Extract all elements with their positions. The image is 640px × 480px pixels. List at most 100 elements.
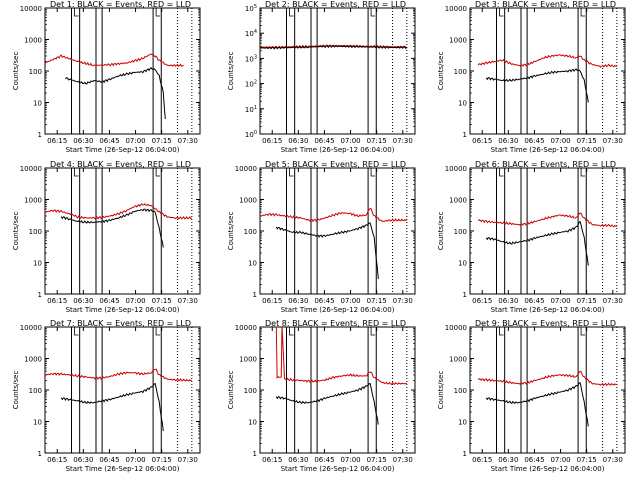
x-tick-label: 06:45 — [524, 137, 544, 145]
x-tick-label: 07:15 — [577, 456, 597, 464]
x-tick-label: 06:45 — [524, 297, 544, 305]
x-tick-label: 06:30 — [73, 456, 93, 464]
x-tick-label: 07:30 — [393, 297, 413, 305]
x-axis-label: Start Time (26-Sep-12 06:04:00) — [66, 146, 180, 154]
interval-bracket — [499, 327, 504, 336]
plot-frame — [469, 326, 626, 454]
chart-title: Det 6: BLACK = Events, RED = LLD — [475, 160, 616, 169]
y-tick-label: 10 — [248, 260, 257, 268]
x-tick-label: 07:30 — [393, 137, 413, 145]
plot-frame — [44, 326, 201, 454]
y-tick-label: 100 — [245, 130, 257, 139]
y-tick-label: 100 — [29, 228, 42, 236]
x-tick-label: 06:30 — [288, 137, 308, 145]
y-tick-label: 1000 — [449, 197, 467, 205]
x-tick-label: 07:00 — [550, 297, 570, 305]
chart-title: Det 3: BLACK = Events, RED = LLD — [475, 0, 616, 9]
plot-frame — [469, 7, 626, 135]
y-tick-label: 10 — [458, 100, 467, 108]
x-tick-label: 07:15 — [577, 297, 597, 305]
x-tick-label: 06:45 — [99, 456, 119, 464]
y-axis-label: Counts/sec — [227, 371, 235, 410]
events-series-line — [485, 220, 589, 266]
x-tick-label: 07:00 — [340, 297, 360, 305]
x-tick-label: 06:45 — [524, 456, 544, 464]
chart-panel-7: Det 7: BLACK = Events, RED = LLD 1 10 100 10… — [12, 319, 201, 473]
x-tick-label: 07:00 — [550, 137, 570, 145]
x-tick-label: 07:30 — [178, 137, 198, 145]
y-tick-label: 100 — [454, 68, 467, 76]
chart-panel-9: Det 9: BLACK = Events, RED = LLD 1 10 100 10… — [437, 319, 626, 473]
x-tick-label: 06:15 — [472, 297, 492, 305]
y-axis-label: Counts/sec — [437, 371, 445, 410]
interval-bracket — [155, 8, 161, 17]
y-tick-label: 1 — [463, 131, 467, 139]
y-tick-label: 1 — [463, 291, 467, 299]
x-axis-label: Start Time (26-Sep-12 06:04:00) — [491, 306, 605, 314]
events-series-line — [60, 208, 164, 248]
x-tick-label: 06:45 — [314, 297, 334, 305]
x-tick-label: 07:30 — [603, 456, 623, 464]
y-tick-label: 10000 — [235, 165, 257, 173]
x-tick-label: 06:15 — [47, 456, 67, 464]
x-tick-label: 06:30 — [498, 456, 518, 464]
y-tick-label: 10000 — [20, 5, 42, 13]
events-series-line — [485, 382, 589, 427]
y-tick-label: 10 — [33, 100, 42, 108]
events-series-line — [65, 66, 166, 120]
y-tick-label: 10 — [248, 419, 257, 427]
y-axis-label: Counts/sec — [12, 371, 20, 410]
events-series-line — [275, 383, 379, 425]
interval-bracket — [370, 327, 376, 336]
y-tick-label: 1 — [38, 450, 42, 458]
y-tick-label: 10 — [458, 419, 467, 427]
interval-bracket — [289, 8, 294, 17]
y-tick-label: 1000 — [24, 37, 42, 45]
x-tick-label: 07:15 — [152, 137, 172, 145]
y-tick-label: 10 — [458, 260, 467, 268]
x-tick-label: 06:45 — [99, 297, 119, 305]
interval-bracket — [289, 168, 294, 177]
chart-title: Det 1: BLACK = Events, RED = LLD — [50, 0, 191, 9]
y-tick-label: 1 — [38, 291, 42, 299]
y-tick-label: 105 — [245, 4, 257, 13]
x-axis-label: Start Time (26-Sep-12 06:04:00) — [281, 465, 395, 473]
interval-bracket — [155, 168, 161, 177]
y-axis-label: Counts/sec — [12, 212, 20, 251]
chart-panel-1: Det 1: BLACK = Events, RED = LLD 1 10 100 10… — [12, 0, 201, 154]
y-tick-label: 100 — [244, 228, 257, 236]
y-tick-label: 1000 — [239, 197, 257, 205]
x-tick-label: 06:30 — [73, 137, 93, 145]
x-axis-label: Start Time (26-Sep-12 06:04:00) — [66, 306, 180, 314]
y-tick-label: 1 — [253, 291, 257, 299]
chart-panel-5: Det 5: BLACK = Events, RED = LLD 1 10 100 10… — [227, 160, 416, 314]
y-tick-label: 1000 — [24, 356, 42, 364]
interval-bracket — [155, 327, 161, 336]
y-tick-label: 10000 — [445, 324, 467, 332]
y-tick-label: 103 — [245, 54, 257, 63]
interval-bracket — [580, 327, 586, 336]
interval-bracket — [370, 168, 376, 177]
lld-series-line — [477, 54, 617, 68]
x-tick-label: 06:45 — [314, 456, 334, 464]
interval-bracket — [499, 168, 504, 177]
x-tick-label: 07:15 — [152, 456, 172, 464]
x-axis-label: Start Time (26-Sep-12 06:04:00) — [281, 306, 395, 314]
x-tick-label: 07:30 — [603, 297, 623, 305]
y-tick-label: 10000 — [235, 324, 257, 332]
y-axis-label: Counts/sec — [437, 212, 445, 251]
x-tick-label: 06:30 — [498, 297, 518, 305]
interval-bracket — [580, 8, 586, 17]
x-tick-label: 06:15 — [472, 137, 492, 145]
y-tick-label: 1000 — [239, 356, 257, 364]
x-tick-label: 06:15 — [262, 137, 282, 145]
chart-panel-4: Det 4: BLACK = Events, RED = LLD 1 10 100 10… — [12, 160, 201, 314]
y-tick-label: 1000 — [449, 356, 467, 364]
events-series-line — [485, 68, 589, 103]
y-tick-label: 100 — [454, 387, 467, 395]
lld-series-line — [44, 368, 192, 382]
interval-bracket — [74, 168, 79, 177]
plot-frame — [44, 7, 201, 135]
y-tick-label: 10000 — [20, 165, 42, 173]
y-tick-label: 1000 — [449, 37, 467, 45]
